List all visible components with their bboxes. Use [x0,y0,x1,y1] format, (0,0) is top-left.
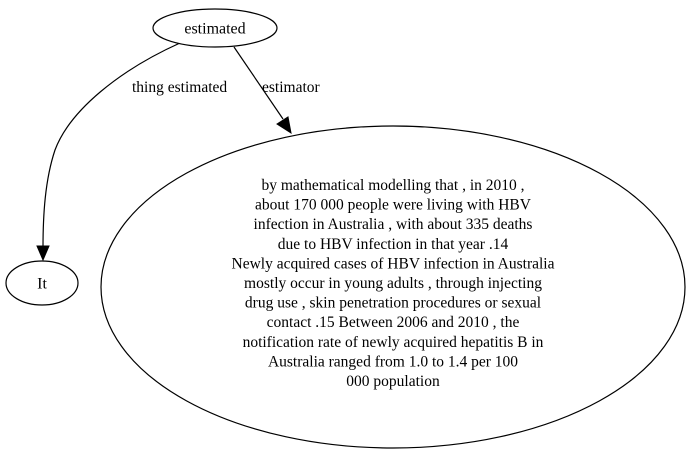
node-it: It [5,260,79,306]
node-it-ellipse [5,260,79,306]
node-statement-line: contact .15 Between 2006 and 2010 , the [267,314,520,331]
edge-estimator-arrowhead [276,116,292,135]
edge-label-thing-estimated: thing estimated [132,79,227,96]
node-statement-line: infection in Australia , with about 335 … [254,216,533,233]
edge-estimator: estimator [233,46,321,135]
node-estimated-ellipse [152,8,278,48]
node-statement-line: about 170 000 people were living with HB… [255,197,532,214]
node-estimated: estimated [152,8,278,48]
edge-thing-estimated-arrowhead [36,245,50,262]
edge-label-estimator: estimator [262,79,321,96]
node-estimated-label: estimated [184,21,245,38]
node-statement: by mathematical modelling that , in 2010… [100,125,686,449]
node-statement-ellipse [100,125,686,449]
node-it-label: It [37,276,47,293]
edge-estimator-line [233,46,284,120]
node-statement-line: Newly acquired cases of HBV infection in… [232,255,555,272]
edge-thing-estimated-line [42,42,181,249]
node-statement-line: drug use , skin penetration procedures o… [245,295,541,312]
node-statement-line: mostly occur in young adults , through i… [244,275,542,292]
node-statement-line: notification rate of newly acquired hepa… [243,334,544,351]
node-statement-line: 000 population [346,373,440,390]
node-statement-text: by mathematical modelling that , in 2010… [232,177,555,390]
node-statement-line: due to HBV infection in that year .14 [278,236,509,253]
node-statement-line: Australia ranged from 1.0 to 1.4 per 100 [268,353,518,370]
edge-thing-estimated: thing estimated [36,42,227,262]
node-statement-line: by mathematical modelling that , in 2010… [261,177,524,194]
